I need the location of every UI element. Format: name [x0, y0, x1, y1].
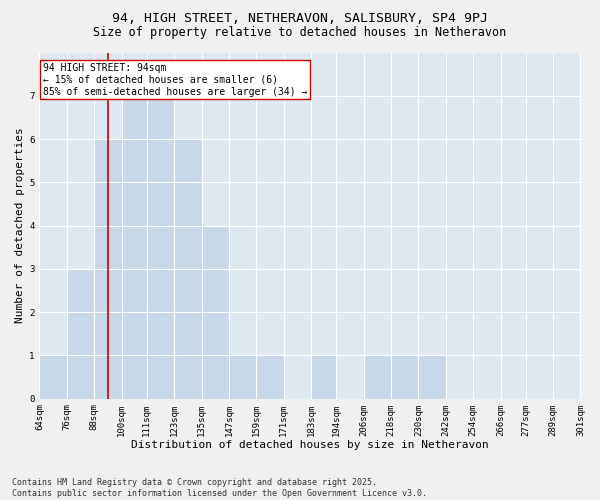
Bar	[391, 356, 418, 399]
Bar	[311, 356, 336, 399]
Bar	[174, 139, 202, 398]
Bar	[229, 356, 256, 399]
Y-axis label: Number of detached properties: Number of detached properties	[15, 128, 25, 324]
Bar	[122, 96, 147, 398]
Bar	[364, 356, 391, 399]
Bar	[256, 356, 284, 399]
Bar	[94, 139, 122, 398]
Bar	[202, 226, 229, 398]
Text: Contains HM Land Registry data © Crown copyright and database right 2025.
Contai: Contains HM Land Registry data © Crown c…	[12, 478, 427, 498]
Text: 94, HIGH STREET, NETHERAVON, SALISBURY, SP4 9PJ: 94, HIGH STREET, NETHERAVON, SALISBURY, …	[112, 12, 488, 26]
Bar	[67, 269, 94, 398]
Bar	[418, 356, 446, 399]
Bar	[40, 356, 67, 399]
Text: Size of property relative to detached houses in Netheravon: Size of property relative to detached ho…	[94, 26, 506, 39]
X-axis label: Distribution of detached houses by size in Netheravon: Distribution of detached houses by size …	[131, 440, 489, 450]
Bar	[147, 96, 174, 398]
Text: 94 HIGH STREET: 94sqm
← 15% of detached houses are smaller (6)
85% of semi-detac: 94 HIGH STREET: 94sqm ← 15% of detached …	[43, 64, 307, 96]
